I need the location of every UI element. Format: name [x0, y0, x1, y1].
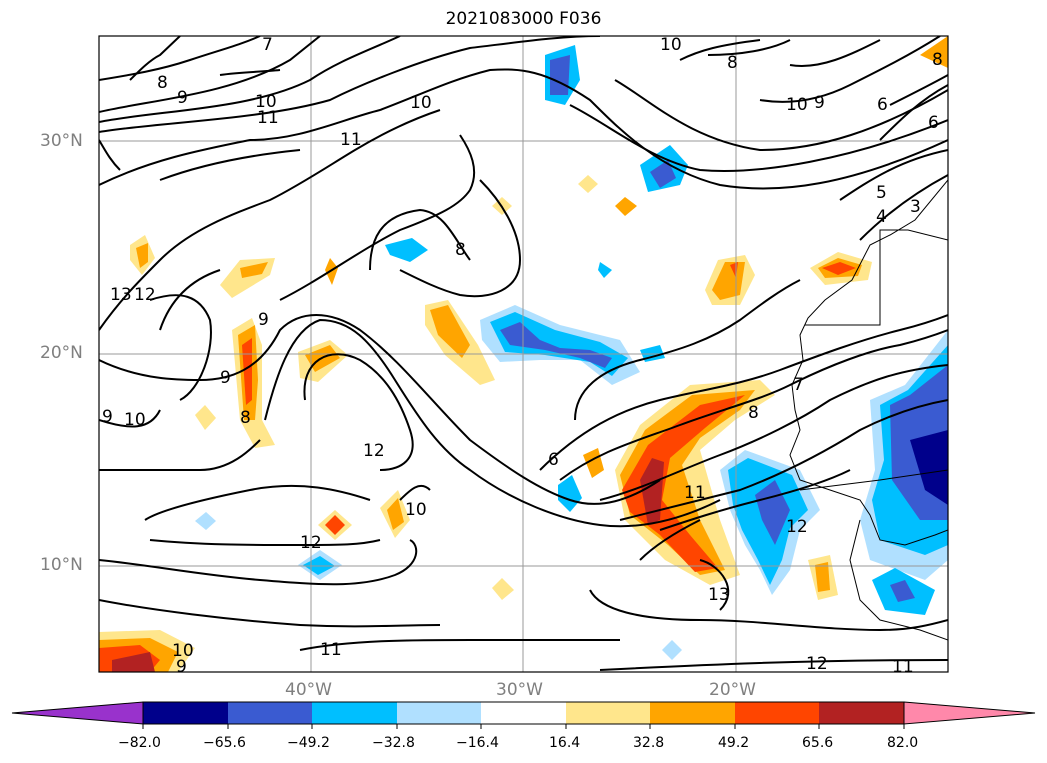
contour-label: 8 [455, 240, 466, 260]
contour-label: 12 [786, 517, 808, 537]
contour-label: 6 [548, 450, 559, 470]
lon-label-20w: 20°W [709, 680, 756, 700]
colorbar-tick-label: −32.8 [372, 735, 415, 751]
colorbar-frame [142, 701, 905, 725]
colorbar-swatch-6 [566, 702, 650, 724]
contour-label: 8 [932, 50, 943, 70]
contour-label: 12 [363, 441, 385, 461]
gridlines [99, 36, 948, 672]
colorbar-tick-label: 49.2 [718, 735, 750, 751]
lat-label-10n: 10°N [40, 555, 83, 575]
contour-label: 9 [102, 407, 113, 427]
lon-label-30w: 30°W [496, 680, 543, 700]
contour-label: 9 [177, 88, 188, 108]
colorbar-swatch-7 [650, 702, 735, 724]
colorbar-tick-label: −16.4 [456, 735, 499, 751]
coastlines [789, 179, 948, 641]
contour-label: 7 [262, 35, 273, 55]
colorbar-tick-label: 82.0 [887, 735, 919, 751]
colorbar-swatch-8 [735, 702, 819, 724]
contour-label: 10 [410, 93, 432, 113]
contour-label: 6 [928, 113, 939, 133]
colorbar-min-extend [11, 701, 144, 725]
contour-label: 11 [340, 130, 362, 150]
contour-label: 7 [793, 375, 804, 395]
contour-label: 10 [405, 500, 427, 520]
contour-label: 9 [258, 310, 269, 330]
contour-label: 13 [110, 285, 132, 305]
contour-label: 8 [157, 73, 168, 93]
contour-label: 11 [684, 483, 706, 503]
contour-label: 10 [172, 641, 194, 661]
contour-label: 12 [134, 285, 156, 305]
contour-label: 8 [727, 53, 738, 73]
contour-label: 10 [124, 410, 146, 430]
map-frame [98, 35, 949, 673]
colorbar-tick-label: 16.4 [549, 735, 581, 751]
contour-label: 4 [876, 207, 887, 227]
colorbar-tick-label: −49.2 [287, 735, 330, 751]
contour-label: 10 [660, 35, 682, 55]
colorbar-tick-label: −65.6 [203, 735, 246, 751]
colorbar-swatch-9 [819, 702, 904, 724]
contour-label: 11 [320, 640, 342, 660]
colorbar [11, 701, 1036, 729]
contour-label: 9 [220, 368, 231, 388]
contour-label: 12 [806, 654, 828, 674]
contour-label: 11 [257, 108, 279, 128]
colorbar-tick-label: −82.0 [118, 735, 161, 751]
lat-label-30n: 30°N [40, 131, 83, 151]
contour-label: 9 [814, 93, 825, 113]
shaded-anomaly-fields [99, 36, 948, 672]
colorbar-swatch-2 [228, 702, 312, 724]
contour-label: 9 [176, 657, 187, 677]
lon-label-40w: 40°W [285, 680, 332, 700]
contour-label: 13 [708, 585, 730, 605]
colorbar-tick-label: 65.6 [802, 735, 834, 751]
colorbar-swatch-4 [397, 702, 481, 724]
colorbar-swatch-3 [312, 702, 397, 724]
contour-labels: 7 8 9 10 11 10 10 11 8 9 10 6 6 5 4 3 13… [102, 35, 943, 677]
contour-label: 3 [910, 197, 921, 217]
colorbar-swatch-1 [143, 702, 228, 724]
contour-label: 12 [300, 533, 322, 553]
contour-lines [99, 36, 948, 671]
lat-label-20n: 20°N [40, 343, 83, 363]
contour-label: 10 [786, 95, 808, 115]
contour-label: 8 [240, 408, 251, 428]
map-title: 2021083000 F036 [445, 9, 602, 29]
contour-label: 5 [876, 183, 887, 203]
contour-label: 11 [892, 657, 914, 677]
contour-label: 6 [877, 95, 888, 115]
contour-label: 8 [748, 403, 759, 423]
colorbar-max-extend [903, 701, 1036, 725]
colorbar-tick-label: 32.8 [633, 735, 665, 751]
contour-label: 10 [255, 92, 277, 112]
colorbar-swatch-5 [481, 702, 566, 724]
